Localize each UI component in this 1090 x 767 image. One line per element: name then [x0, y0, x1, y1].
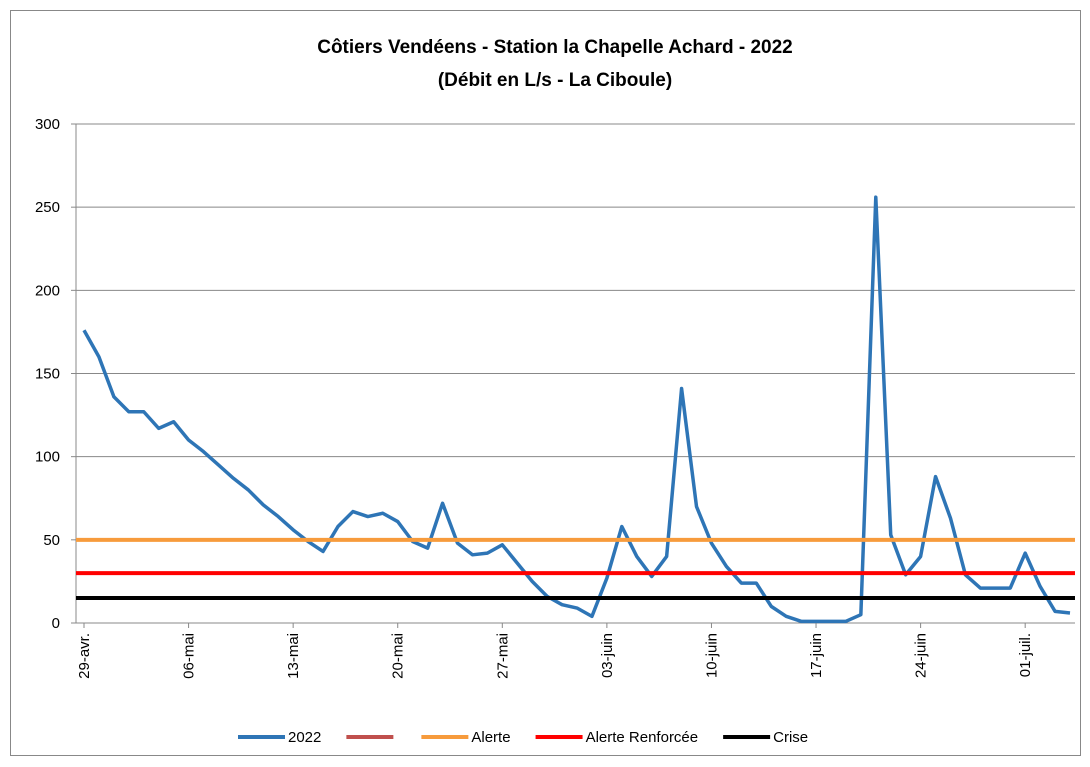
legend-label: Crise — [773, 729, 808, 746]
legend-label: Alerte — [471, 729, 510, 746]
chart-title: Côtiers Vendéens - Station la Chapelle A… — [317, 37, 793, 58]
x-tick-label: 01-juil. — [1017, 633, 1034, 677]
chart-frame — [10, 10, 1081, 756]
y-tick-label: 300 — [35, 116, 60, 133]
x-tick-label: 06-mai — [181, 633, 198, 679]
legend-label: 2022 — [288, 729, 321, 746]
x-tick-label: 24-juin — [913, 633, 930, 678]
x-tick-label: 10-juin — [703, 633, 720, 678]
y-tick-label: 200 — [35, 282, 60, 299]
y-tick-label: 150 — [35, 366, 60, 383]
chart-subtitle: (Débit en L/s - La Ciboule) — [438, 70, 672, 91]
y-tick-label: 100 — [35, 449, 60, 466]
y-tick-label: 250 — [35, 199, 60, 216]
y-tick-label: 50 — [43, 532, 60, 549]
x-tick-label: 29-avr. — [76, 633, 93, 679]
x-tick-label: 17-juin — [808, 633, 825, 678]
y-tick-label: 0 — [52, 615, 60, 632]
x-tick-label: 13-mai — [285, 633, 302, 679]
x-tick-label: 27-mai — [494, 633, 511, 679]
x-tick-label: 03-juin — [599, 633, 616, 678]
x-tick-label: 20-mai — [390, 633, 407, 679]
legend-label: Alerte Renforcée — [586, 729, 699, 746]
